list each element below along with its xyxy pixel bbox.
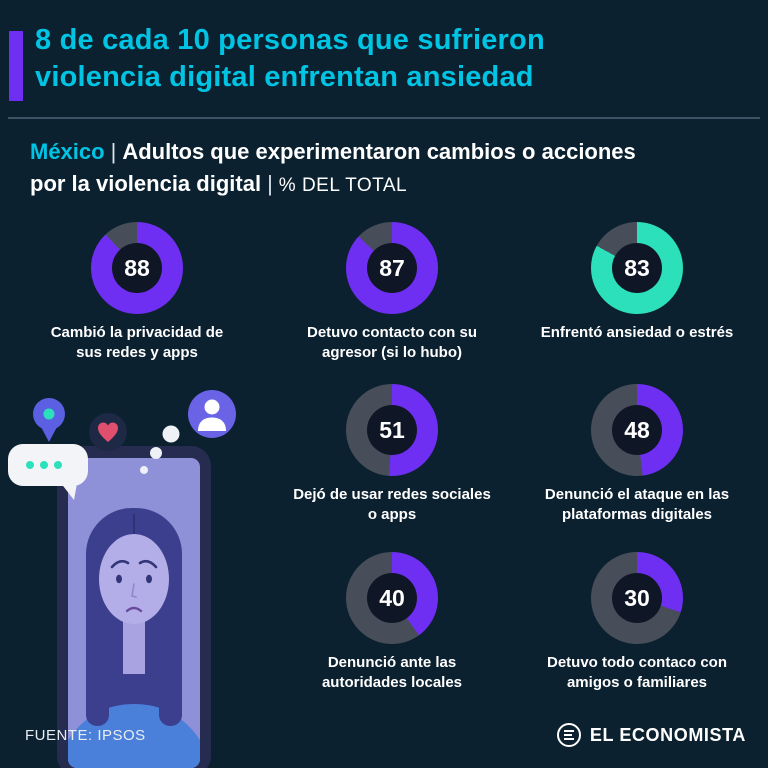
infographic-title: 8 de cada 10 personas que sufrieron viol… <box>35 22 545 96</box>
donut-chart-contacto-familia: 30 Detuvo todo contaco con amigos o fami… <box>522 552 752 693</box>
donut-hole: 83 <box>612 243 662 293</box>
donut-value: 30 <box>624 584 650 611</box>
donut-hole: 88 <box>112 243 162 293</box>
subtitle-unit: % DEL TOTAL <box>278 174 408 196</box>
thought-dots-icon <box>140 425 180 474</box>
publisher-name: EL ECONOMISTA <box>589 724 746 745</box>
donut-chart-privacidad: 88 Cambió la privacidad de sus redes y a… <box>22 222 252 363</box>
chart-subtitle: México | Adultos que experimentaron cambio… <box>30 136 640 200</box>
heart-bubble-icon <box>89 413 127 451</box>
el-economista-logo-icon <box>556 723 581 747</box>
donut-value: 51 <box>379 416 405 443</box>
donut-ring: 51 <box>346 384 438 476</box>
title-accent-bar <box>9 31 23 101</box>
donut-value: 48 <box>624 416 650 443</box>
subtitle-description: Adultos que experimentaron cambios o acc… <box>30 139 636 196</box>
donut-value: 88 <box>124 254 150 281</box>
person-bubble-icon <box>188 390 236 438</box>
donut-hole: 40 <box>367 573 417 623</box>
donut-label: Dejó de usar redes sociales o apps <box>293 486 491 523</box>
donut-label: Denunció el ataque en las plataformas di… <box>544 486 730 523</box>
header-divider <box>8 117 760 119</box>
source-credit: FUENTE: IPSOS <box>25 727 146 744</box>
donut-ring: 87 <box>346 222 438 314</box>
donut-value: 83 <box>624 254 650 281</box>
donut-label: Detuvo contacto con su agresor (si lo hu… <box>306 324 478 361</box>
donut-hole: 30 <box>612 573 662 623</box>
donut-value: 87 <box>379 254 405 281</box>
title-line-2: violencia digital enfrentan ansiedad <box>35 61 534 94</box>
separator: | <box>110 139 117 164</box>
publisher-brand: EL ECONOMISTA <box>556 722 746 748</box>
chat-bubble-icon <box>8 444 88 500</box>
donut-chart-redes-sociales: 51 Dejó de usar redes sociales o apps <box>277 384 507 525</box>
donut-ring: 88 <box>91 222 183 314</box>
donut-ring: 48 <box>591 384 683 476</box>
donut-label: Cambió la privacidad de sus redes y apps <box>50 324 224 361</box>
donut-chart-denuncia-plataformas: 48 Denunció el ataque en las plataformas… <box>522 384 752 525</box>
donut-chart-agresor: 87 Detuvo contacto con su agresor (si lo… <box>277 222 507 363</box>
donut-label: Enfrentó ansiedad o estrés <box>540 324 734 341</box>
donut-hole: 87 <box>367 243 417 293</box>
donut-chart-denuncia-autoridades: 40 Denunció ante las autoridades locales <box>277 552 507 693</box>
donut-label: Detuvo todo contaco con amigos o familia… <box>547 654 727 691</box>
country-label: México <box>30 139 105 164</box>
title-line-1: 8 de cada 10 personas que sufrieron <box>35 24 545 56</box>
donut-value: 40 <box>379 584 405 611</box>
donut-hole: 51 <box>367 405 417 455</box>
donut-ring: 40 <box>346 552 438 644</box>
separator: | <box>267 170 273 196</box>
location-pin-bubble-icon <box>33 398 65 442</box>
donut-hole: 48 <box>612 405 662 455</box>
woman-phone-illustration <box>8 390 236 768</box>
donut-ring: 30 <box>591 552 683 644</box>
donut-label: Denunció ante las autoridades locales <box>321 654 463 691</box>
woman-portrait <box>68 508 200 768</box>
donut-ring: 83 <box>591 222 683 314</box>
donut-chart-ansiedad: 83 Enfrentó ansiedad o estrés <box>522 222 752 343</box>
